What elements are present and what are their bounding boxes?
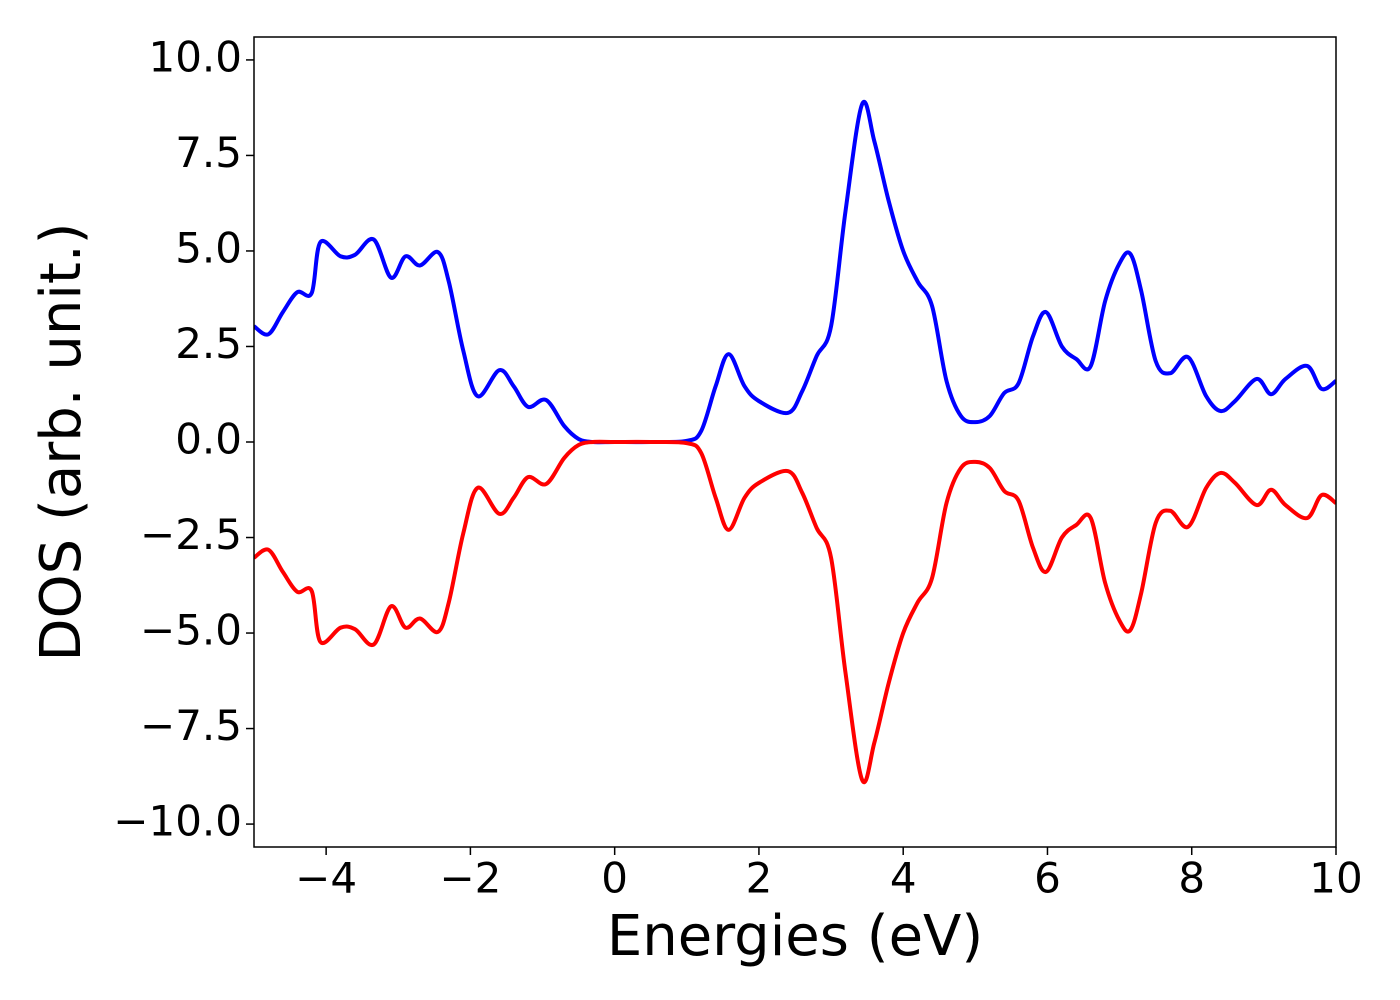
x-tick-label: −2 [439,854,501,903]
y-tick-label: −7.5 [140,701,242,750]
x-tick-label: 8 [1178,854,1205,903]
y-tick-label: −10.0 [113,797,242,846]
y-tick-label: −2.5 [140,510,242,559]
y-tick-label: 10.0 [148,32,242,81]
x-tick-label: 0 [601,854,628,903]
dos-line [254,99,1336,445]
y-tick-label: 0.0 [175,415,242,464]
y-tick-label: 2.5 [175,319,242,368]
x-tick-label: 2 [746,854,773,903]
dos-line [254,439,1336,785]
x-tick-label: 10 [1309,854,1362,903]
x-tick-label: 6 [1034,854,1061,903]
y-tick-label: −5.0 [140,606,242,655]
y-tick-label: 7.5 [175,128,242,177]
x-tick-label: 4 [890,854,917,903]
plot-frame [253,36,1337,848]
x-axis-label: Energies (eV) [607,904,983,969]
x-tick-label: −4 [295,854,357,903]
y-axis-label: DOS (arb. unit.) [29,222,94,661]
y-tick-label: 5.0 [175,223,242,272]
